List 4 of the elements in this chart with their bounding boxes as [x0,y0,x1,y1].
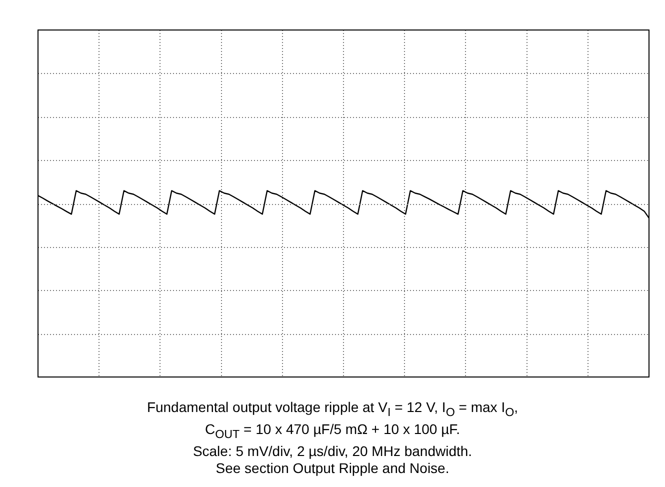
text: Scale: 5 mV/div, 2 µs/div, 20 MHz bandwidth. [192,442,474,460]
text: Fundamental output voltage ripple at V$_{I}$ = 12 V, I$_{O}$ = max I$_{O}$, [146,399,520,421]
text: C$_{OUT}$ = 10 x 470 µF/5 mΩ + 10 x 100 µF. [204,420,462,443]
text: See section Output Ripple and Noise. [214,460,450,477]
